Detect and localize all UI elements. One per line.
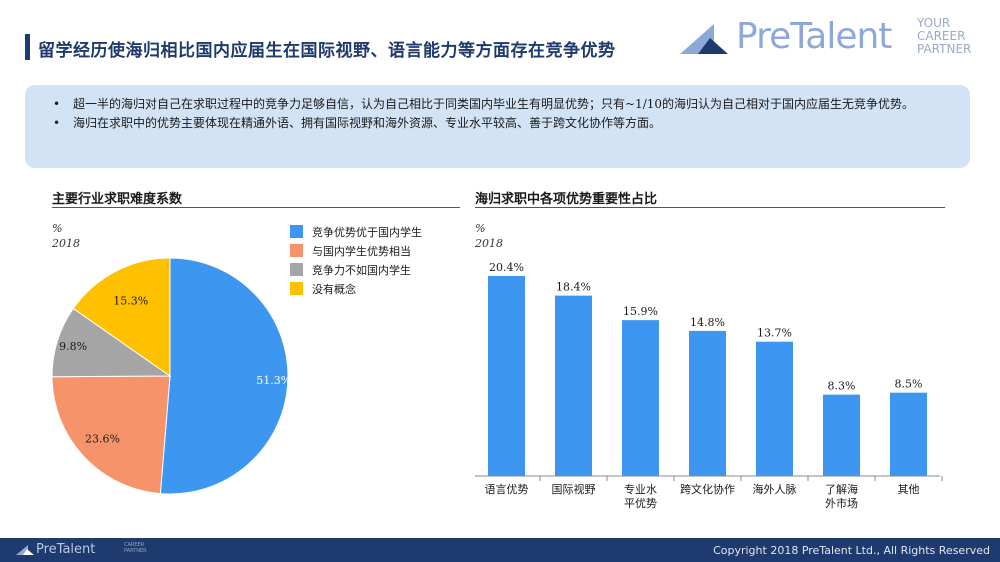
pretalent-logo: PreTalent YOUR CAREER PARTNER (680, 16, 990, 62)
legend-label: 竞争优势优于国内学生 (312, 225, 422, 239)
bar-chart-title: 海归求职中各项优势重要性占比 (475, 192, 658, 207)
logo-triangle-icon (680, 24, 728, 54)
x-axis-category-label: 语言优势 (485, 483, 529, 496)
bar (756, 341, 793, 476)
bar-chart-unit: % 2018 (475, 221, 503, 251)
copyright-text: Copyright 2018 PreTalent Ltd., All Right… (713, 544, 990, 557)
x-axis-category-label: 外市场 (825, 496, 858, 510)
bar (622, 320, 659, 476)
bar (823, 394, 860, 476)
footer-bar: PreTalent CAREER PARTNER Copyright 2018 … (0, 538, 1000, 562)
legend-item: 与国内学生优势相当 (290, 241, 422, 260)
pie-slice (51, 307, 172, 378)
pie-legend: 竞争优势优于国内学生 与国内学生优势相当 竞争力不如国内学生 没有概念 (290, 222, 422, 298)
bar-value-label: 15.9% (623, 305, 658, 318)
x-axis-category-label: 平优势 (624, 497, 657, 510)
x-axis-category-label: 国际视野 (552, 482, 596, 496)
pie-slice (51, 375, 171, 495)
x-axis-category-label: 跨文化协作 (680, 482, 735, 496)
legend-swatch (290, 244, 303, 257)
footer-tagline: CAREER PARTNER (124, 542, 147, 554)
bar (890, 392, 927, 476)
pie-unit-symbol: % (52, 222, 63, 235)
legend-label: 没有概念 (312, 282, 356, 296)
pie-slice (159, 257, 289, 495)
bar-unit-year: 2018 (475, 237, 503, 250)
pie-slice-label: 51.3% (256, 374, 291, 387)
bar (689, 330, 726, 476)
legend-swatch (290, 282, 303, 295)
bar (555, 295, 592, 476)
summary-bullet: 超一半的海归对自己在求职过程中的竞争力足够自信，认为自己相比于同类国内毕业生有明… (53, 95, 954, 114)
bar-value-label: 14.8% (690, 316, 725, 329)
footer-logo-triangle-icon (16, 545, 34, 555)
x-axis-category-label: 其他 (898, 483, 920, 496)
legend-item: 没有概念 (290, 279, 422, 298)
logo-tagline-line: YOUR (917, 16, 951, 30)
bar (488, 276, 525, 476)
bar-value-label: 13.7% (757, 327, 792, 340)
bar-title-divider (475, 207, 945, 208)
pie-title-divider (52, 207, 460, 208)
legend-label: 竞争力不如国内学生 (312, 263, 411, 277)
logo-wordmark: PreTalent (736, 16, 892, 57)
summary-box: 超一半的海归对自己在求职过程中的竞争力足够自信，认为自己相比于同类国内毕业生有明… (25, 85, 970, 168)
x-axis-category-label: 专业水 (624, 482, 657, 496)
footer-tagline-line: PARTNER (124, 548, 147, 554)
x-axis-category-label: 了解海 (825, 482, 858, 496)
legend-label: 与国内学生优势相当 (312, 244, 411, 258)
logo-tagline-line: CAREER (917, 29, 966, 43)
bar-unit-symbol: % (475, 222, 486, 235)
pie-slice-label: 15.3% (113, 295, 148, 308)
page-title: 留学经历使海归相比国内应届生在国际视野、语言能力等方面存在竞争优势 (38, 41, 616, 61)
bar-value-label: 8.5% (895, 378, 923, 391)
bar-value-label: 18.4% (556, 281, 591, 294)
pie-chart-unit: % 2018 (52, 221, 80, 251)
pie-unit-year: 2018 (52, 237, 80, 250)
bar-value-label: 20.4% (489, 261, 524, 274)
footer-tagline-line: CAREER (124, 542, 145, 548)
logo-tagline: YOUR CAREER PARTNER (917, 17, 971, 56)
title-accent-bar (25, 34, 30, 60)
bar-value-label: 8.3% (828, 380, 856, 393)
legend-item: 竞争优势优于国内学生 (290, 222, 422, 241)
pie-chart-title: 主要行业求职难度系数 (52, 192, 183, 207)
pie-slice-label: 9.8% (59, 340, 87, 353)
pie-chart: 51.3% 23.6% 9.8% 15.3% (51, 257, 291, 495)
legend-item: 竞争力不如国内学生 (290, 260, 422, 279)
summary-bullet: 海归在求职中的优势主要体现在精通外语、拥有国际视野和海外资源、专业水平较高、善于… (53, 114, 954, 133)
pie-slice-label: 23.6% (85, 433, 120, 446)
legend-swatch (290, 263, 303, 276)
x-axis-category-label: 海外人脉 (753, 482, 797, 496)
logo-tagline-line: PARTNER (917, 42, 972, 56)
legend-swatch (290, 225, 303, 238)
pie-slice (72, 257, 171, 377)
footer-logo: PreTalent (36, 542, 96, 557)
